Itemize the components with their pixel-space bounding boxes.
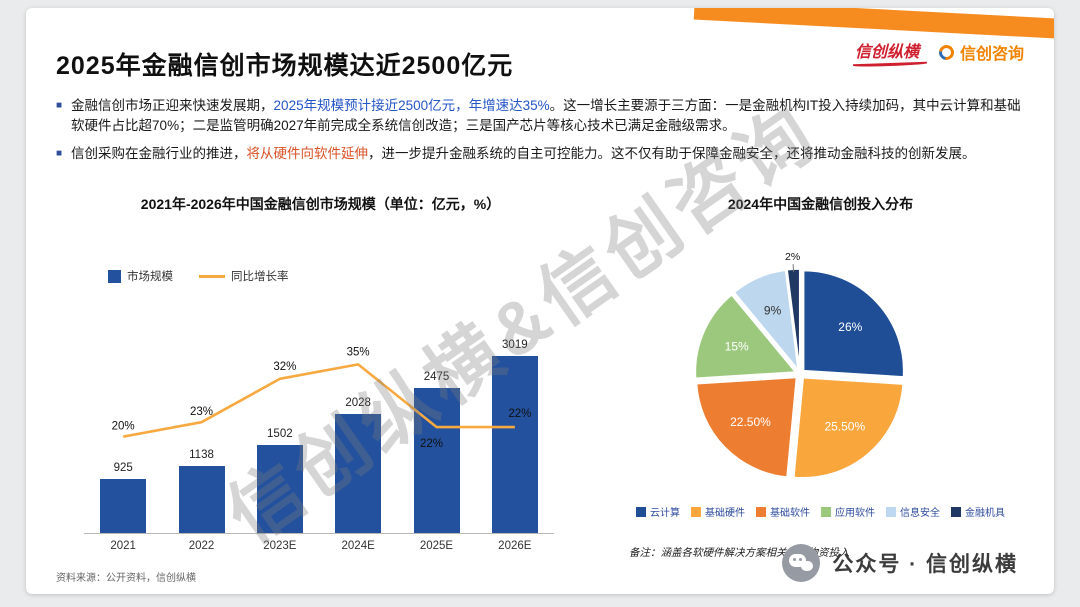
growth-point-label: 22%	[508, 408, 531, 420]
growth-point-label: 20%	[112, 421, 135, 433]
pie-label-leader	[792, 264, 795, 273]
bar-value-label: 2475	[423, 370, 450, 383]
pie-slice-label: 2%	[785, 251, 800, 263]
bar	[335, 413, 382, 533]
bar	[178, 466, 225, 533]
pie-chart-title: 2024年中国金融信创投入分布	[727, 196, 914, 212]
slide: 信创纵横 信创咨询 2025年金融信创市场规模达近2500亿元 金融信创市场正迎…	[26, 8, 1054, 594]
legend-swatch	[756, 506, 766, 517]
category-label: 2024E	[341, 540, 375, 552]
logo-xinchuang-zongheng: 信创纵横	[855, 38, 919, 66]
logo-area: 信创纵横 信创咨询	[855, 38, 1024, 66]
pie-legend-item: 云计算	[636, 504, 680, 519]
growth-line-overlay: 20% 23% 32% 35% 22% 22%	[112, 346, 532, 450]
bar-chart-title: 2021年-2026年中国金融信创市场规模（单位：亿元，%）	[140, 196, 501, 212]
pie-slice	[694, 293, 797, 380]
source-note: 资料来源：公开资料，信创纵横	[56, 573, 196, 584]
growth-point-label: 35%	[347, 346, 370, 358]
growth-point-label: 22%	[420, 438, 443, 450]
pie-slice	[793, 377, 904, 479]
pie-legend-item: 基础硬件	[691, 504, 745, 519]
legend-swatch	[821, 506, 831, 517]
legend-label: 应用软件	[835, 508, 875, 519]
legend-swatch	[691, 506, 701, 517]
wechat-icon	[782, 544, 821, 582]
bullet-item: 金融信创市场正迎来快速发展期，2025年规模预计接近2500亿元，年增速达35%…	[56, 96, 1024, 137]
legend-swatch	[636, 506, 646, 517]
bullet-list: 金融信创市场正迎来快速发展期，2025年规模预计接近2500亿元，年增速达35%…	[56, 96, 1024, 171]
investment-pie-chart: 2024年中国金融信创投入分布 26% 25.50% 22.50% 15% 9% 2% 云…	[593, 194, 1048, 560]
legend-label: 基础软件	[770, 508, 810, 519]
bar-value-label: 1138	[189, 449, 214, 462]
pie-slice-label: 26%	[838, 320, 862, 334]
market-size-bar-chart: 2021年-2026年中国金融信创市场规模（单位：亿元，%） 市场规模 同比增长…	[48, 194, 593, 560]
legend-item-market-size: 市场规模	[108, 268, 173, 284]
legend-growth-rate-label: 同比增长率	[231, 271, 289, 283]
logo-xinchuang-zixun: 信创咨询	[936, 40, 1024, 64]
swirl-logo-icon	[936, 41, 957, 63]
legend-swatch	[951, 506, 961, 517]
pie-slice	[733, 269, 800, 372]
bar	[491, 355, 538, 533]
pie-slice-label: 25.50%	[824, 419, 865, 433]
category-label: 2021	[110, 540, 136, 552]
bar	[100, 478, 147, 533]
category-label: 2022	[188, 540, 215, 552]
charts-row: 2021年-2026年中国金融信创市场规模（单位：亿元，%） 市场规模 同比增长…	[48, 194, 1048, 560]
growth-line	[122, 363, 515, 438]
pie-legend-item: 信息安全	[886, 504, 940, 519]
logo-xinchuang-zixun-label: 信创咨询	[959, 46, 1024, 63]
legend-label: 信息安全	[900, 508, 940, 519]
bullet-item: 信创采购在金融行业的推进，将从硬件向软件延伸，进一步提升金融系统的自主可控能力。…	[56, 144, 1024, 164]
corner-ribbon	[693, 8, 1054, 41]
category-label: 2026E	[498, 540, 532, 552]
legend-line-swatch	[199, 274, 225, 278]
bar-chart-categories: 2021 2022 2023E 2024E 2025E 2026E	[84, 534, 554, 552]
category-label: 2023E	[263, 540, 297, 552]
bar-value-label: 1502	[267, 427, 293, 440]
pie-slice	[695, 376, 798, 478]
bar-chart-legend: 市场规模 同比增长率	[108, 268, 593, 284]
pie-slice-label: 22.50%	[730, 415, 771, 429]
wechat-bubble-small	[801, 561, 814, 571]
legend-bar-swatch	[108, 269, 121, 283]
pie-slice-label: 15%	[725, 340, 749, 354]
pie-slice-label: 9%	[764, 304, 782, 318]
bullet-text: 金融信创市场正迎来快速发展期，2025年规模预计接近2500亿元，年增速达35%…	[71, 98, 1021, 134]
category-label: 2025E	[419, 540, 454, 552]
pie-legend-item: 金融机具	[951, 504, 1005, 519]
pie-legend-item: 基础软件	[756, 504, 810, 519]
bar-value-label: 3019	[502, 338, 528, 351]
wechat-account-label: 公众号 · 信创纵横	[832, 553, 1018, 576]
growth-point-label: 32%	[273, 361, 296, 373]
legend-label: 金融机具	[965, 508, 1005, 519]
growth-point-label: 23%	[190, 406, 213, 418]
bar-value-label: 2028	[345, 396, 371, 409]
bar-chart-plot: 925 1138 1502 2028 2475 3019 20% 23% 32% 35% 22% 22…	[84, 298, 554, 534]
pie-slice	[802, 269, 905, 378]
page-title: 2025年金融信创市场规模达近2500亿元	[56, 52, 514, 80]
wechat-footer: 公众号 · 信创纵横	[782, 544, 1018, 582]
legend-market-size-label: 市场规模	[127, 271, 173, 283]
legend-label: 云计算	[650, 508, 680, 519]
bullet-text: 信创采购在金融行业的推进，将从硬件向软件延伸，进一步提升金融系统的自主可控能力。…	[71, 145, 976, 161]
bar-value-label: 925	[113, 461, 133, 474]
pie-legend-item: 应用软件	[821, 504, 875, 519]
pie-legend: 云计算 基础硬件 基础软件 应用软件 信息安全 金融机具	[593, 504, 1048, 519]
legend-label: 基础硬件	[705, 508, 745, 519]
pie-chart-svg: 26% 25.50% 22.50% 15% 9% 2%	[694, 251, 905, 479]
bar	[256, 444, 303, 533]
legend-swatch	[886, 506, 896, 517]
legend-item-growth-rate: 同比增长率	[199, 268, 289, 284]
bar	[413, 387, 460, 533]
